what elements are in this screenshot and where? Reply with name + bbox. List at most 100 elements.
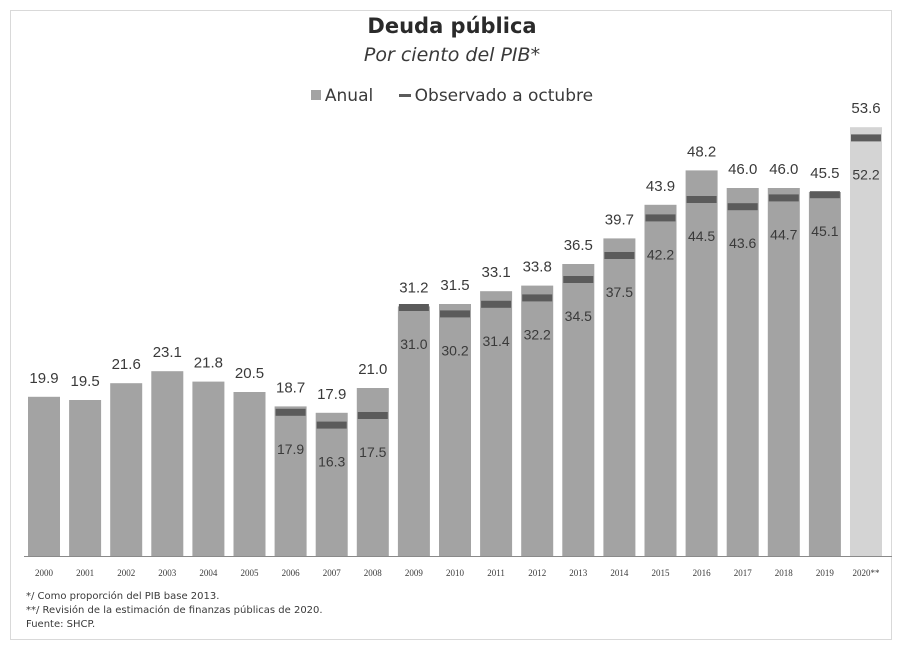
bar-2013	[562, 264, 595, 556]
bar-value-label: 18.7	[276, 379, 305, 396]
x-tick-label: 2005	[241, 568, 260, 578]
bar-2020**	[850, 127, 882, 556]
october-value-label: 32.2	[524, 326, 551, 342]
x-tick-label: 2014	[610, 568, 629, 578]
bar-2016	[685, 170, 718, 556]
bar-value-label: 23.1	[153, 344, 182, 361]
bar-value-label: 20.5	[235, 365, 264, 382]
x-tick-label: 2017	[734, 568, 753, 578]
october-marker	[809, 191, 840, 199]
bar-value-label: 31.5	[440, 277, 469, 294]
x-tick-label: 2020**	[853, 568, 881, 578]
october-value-label: 44.7	[770, 226, 797, 242]
bar-value-label: 43.9	[646, 178, 675, 195]
chart-title: Deuda pública	[367, 14, 537, 38]
legend-item-annual: Anual	[310, 86, 374, 106]
october-value-label: 42.2	[647, 246, 674, 262]
bar-2012	[521, 285, 554, 556]
x-tick-label: 2004	[199, 568, 218, 578]
bar-2007	[315, 412, 348, 556]
bar-value-label: 46.0	[769, 161, 798, 178]
october-marker	[398, 304, 429, 311]
x-tick-label: 2009	[405, 568, 424, 578]
bar-2002	[110, 383, 143, 556]
x-tick-label: 2013	[569, 568, 588, 578]
bar-2010	[439, 304, 471, 556]
october-marker	[481, 300, 512, 308]
october-value-label: 31.0	[400, 336, 427, 352]
x-tick-label: 2018	[775, 568, 794, 578]
october-value-label: 16.3	[318, 454, 345, 470]
chart-legend: Anual Observado a octubre	[0, 86, 904, 106]
bar-value-label: 33.1	[481, 264, 510, 281]
bar-value-label: 46.0	[728, 161, 757, 178]
october-marker	[604, 252, 635, 259]
bar-2019	[808, 192, 841, 556]
october-marker	[686, 196, 717, 203]
bar-2011	[480, 291, 513, 556]
bar-2003	[151, 371, 184, 556]
bar-value-label: 31.2	[399, 279, 428, 296]
note-source: Fuente: SHCP.	[26, 619, 96, 630]
october-marker	[440, 310, 470, 318]
bar-2015	[644, 204, 677, 557]
bar-value-label: 48.2	[687, 143, 716, 160]
bar-value-label: 53.6	[851, 100, 880, 117]
bar-value-label: 36.5	[564, 237, 593, 254]
october-marker	[645, 214, 676, 222]
legend-item-october: Observado a octubre	[398, 86, 594, 106]
bar-2005	[233, 392, 266, 556]
legend-label-annual: Anual	[324, 86, 374, 106]
chart-notes: */ Como proporción del PIB base 2013. **…	[26, 590, 323, 632]
note-revision: **/ Revisión de la estimación de finanza…	[26, 605, 323, 616]
x-tick-label: 2000	[35, 568, 54, 578]
x-tick-label: 2008	[364, 568, 383, 578]
october-marker	[357, 412, 388, 419]
x-tick-label: 2002	[117, 568, 135, 578]
legend-swatch-october	[398, 94, 411, 97]
legend-label-october: Observado a octubre	[414, 86, 594, 106]
x-tick-label: 2016	[693, 568, 712, 578]
october-value-label: 17.9	[277, 441, 304, 457]
bar-value-label: 21.0	[358, 361, 387, 378]
bar-2000	[28, 396, 60, 556]
bar-value-label: 17.9	[317, 386, 346, 403]
october-value-label: 30.2	[441, 342, 468, 358]
bar-value-label: 33.8	[523, 259, 552, 276]
chart-subtitle: Por ciento del PIB*	[363, 44, 541, 66]
october-marker	[727, 203, 758, 211]
bar-value-label: 19.9	[29, 370, 58, 387]
october-value-label: 44.5	[688, 228, 715, 244]
bar-2018	[767, 188, 800, 556]
october-value-label: 31.4	[482, 333, 509, 349]
bar-value-label: 19.5	[70, 373, 99, 390]
x-tick-label: 2010	[446, 568, 465, 578]
october-value-label: 52.2	[852, 166, 879, 182]
bar-2001	[69, 400, 102, 556]
bar-2017	[726, 188, 759, 556]
bar-value-label: 39.7	[605, 211, 634, 228]
bar-value-label: 21.8	[194, 355, 223, 372]
x-tick-label: 2011	[487, 568, 505, 578]
bar-value-label: 45.5	[810, 165, 839, 182]
x-tick-label: 2003	[158, 568, 177, 578]
october-value-label: 43.6	[729, 235, 756, 251]
bar-value-label: 21.6	[112, 356, 141, 373]
october-marker	[275, 408, 306, 416]
bar-2014	[603, 238, 636, 556]
bar-2004	[192, 381, 225, 556]
october-marker	[563, 276, 594, 283]
october-value-label: 34.5	[565, 308, 592, 324]
october-marker	[522, 294, 553, 302]
x-tick-label: 2006	[282, 568, 301, 578]
x-tick-label: 2019	[816, 568, 835, 578]
note-base: */ Como proporción del PIB base 2013.	[26, 591, 220, 602]
bar-2006	[274, 406, 307, 556]
x-tick-label: 2015	[652, 568, 671, 578]
october-value-label: 17.5	[359, 444, 386, 460]
x-tick-label: 2012	[528, 568, 546, 578]
x-tick-label: 2001	[76, 568, 94, 578]
legend-swatch-annual	[310, 90, 321, 100]
october-marker	[316, 421, 347, 429]
